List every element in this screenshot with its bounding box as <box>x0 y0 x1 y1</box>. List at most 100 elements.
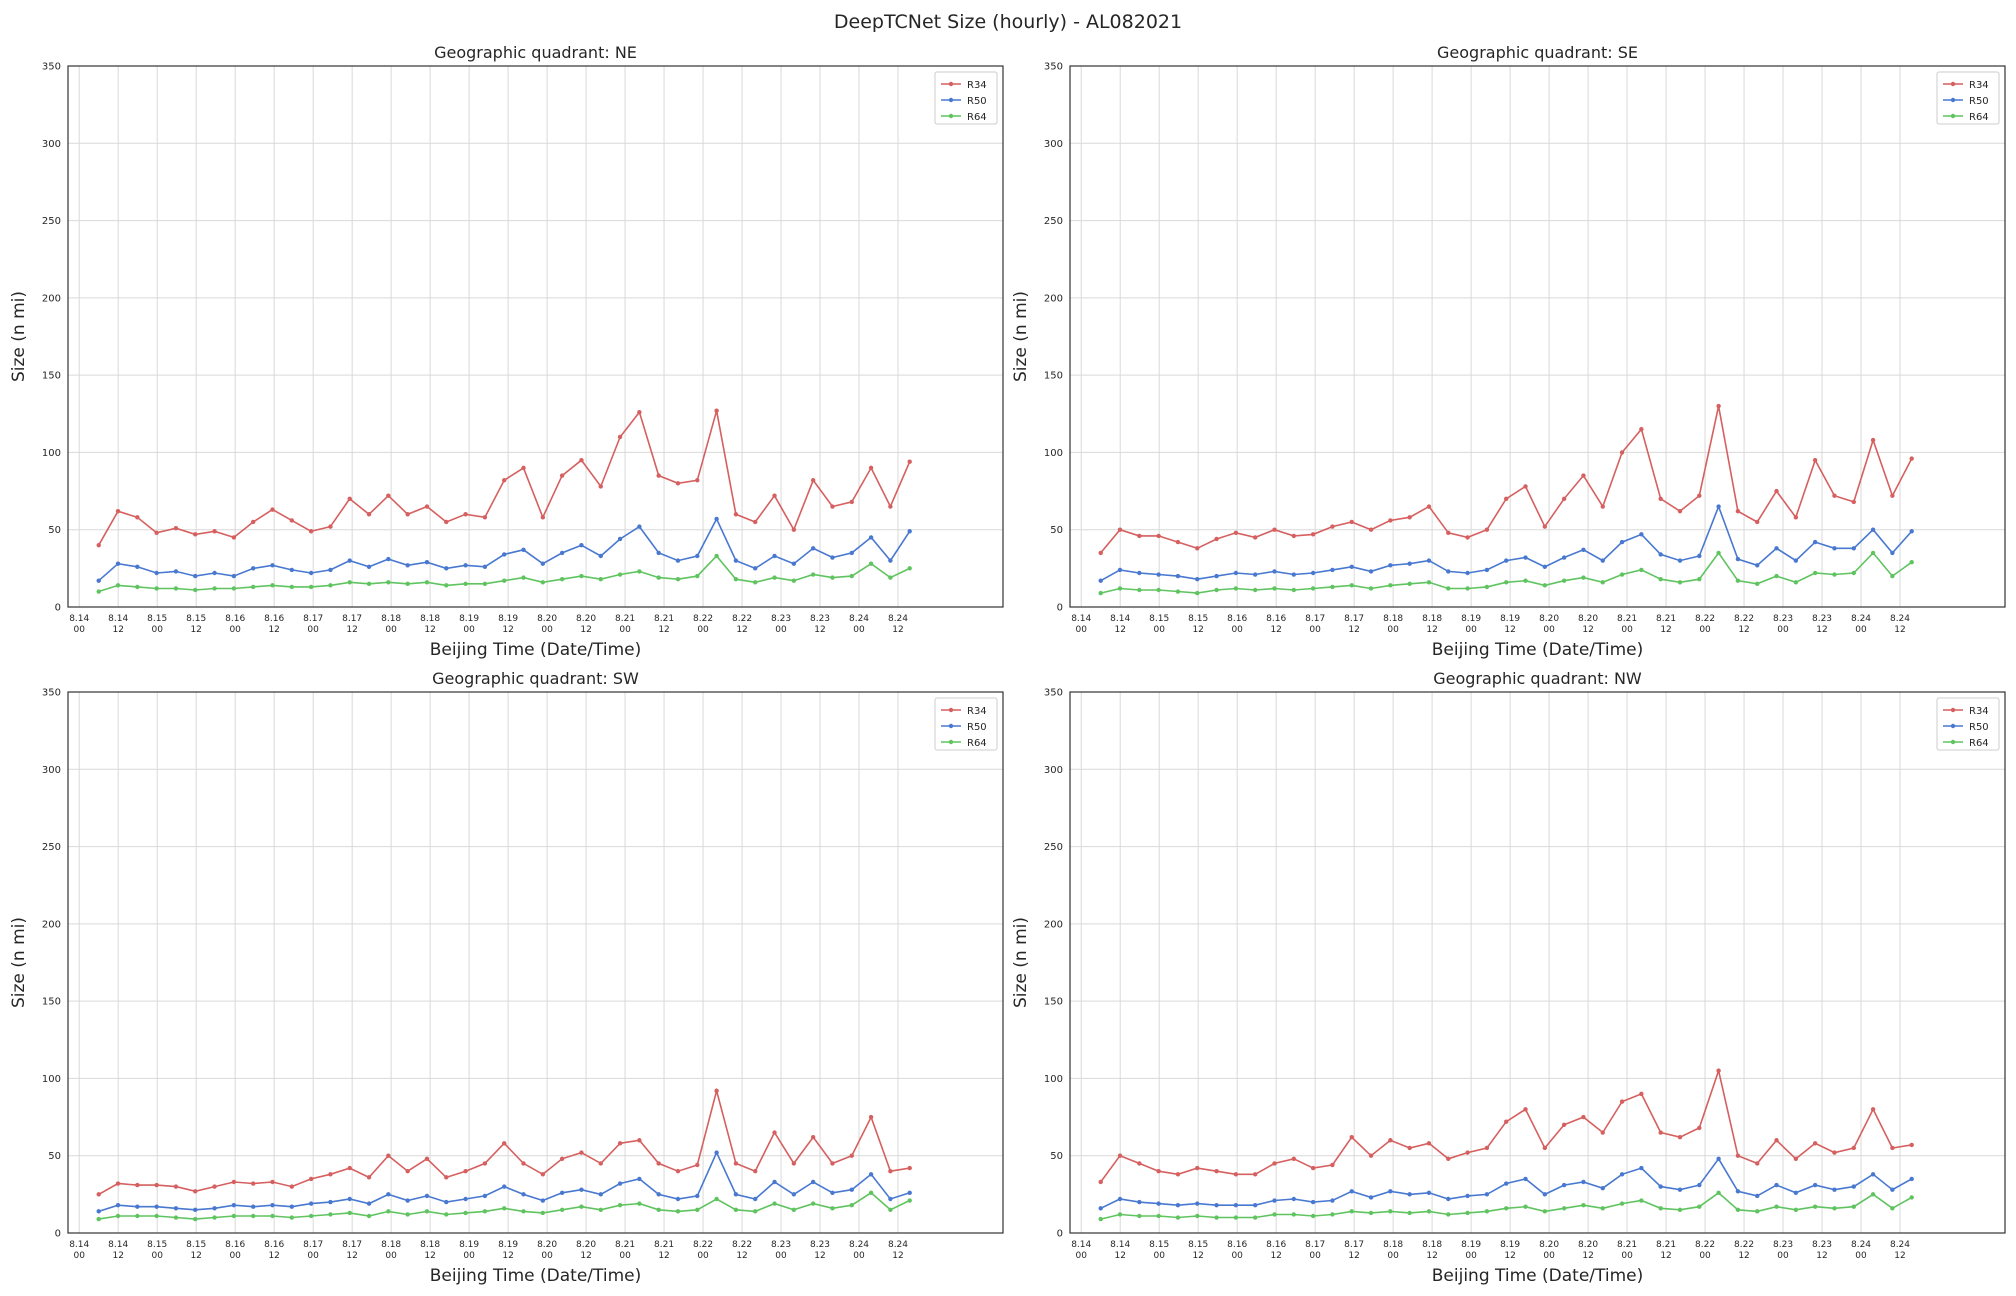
data-point <box>1156 1201 1161 1206</box>
data-point <box>308 584 314 590</box>
data-point <box>405 563 410 568</box>
data-point <box>424 1209 430 1214</box>
data-point <box>1137 587 1142 593</box>
x-tick-label-date: 8.16 <box>1266 614 1286 624</box>
data-point <box>1465 1150 1470 1155</box>
data-point <box>1658 576 1663 582</box>
y-axis-label: Size (n mi) <box>1011 291 1031 382</box>
data-point <box>1735 1153 1741 1158</box>
data-point <box>656 473 661 478</box>
data-point <box>675 1196 681 1202</box>
x-tick-label-date: 8.17 <box>1305 1240 1325 1250</box>
x-tick-label-date: 8.15 <box>147 614 167 624</box>
data-point <box>1890 1187 1895 1192</box>
subplot-title: Geographic quadrant: NE <box>434 43 637 62</box>
data-point <box>1446 1212 1451 1217</box>
data-point <box>463 1196 468 1202</box>
y-tick-label: 350 <box>42 62 61 73</box>
data-point <box>1465 1210 1470 1216</box>
data-point <box>1542 1209 1548 1214</box>
subplot-se: 0501001502002503003508.14008.14128.15008… <box>1011 43 2006 660</box>
data-point <box>675 576 681 582</box>
x-tick-label-hour: 00 <box>73 1251 85 1261</box>
x-tick-label-hour: 12 <box>892 625 903 635</box>
x-tick-label-date: 8.20 <box>537 1240 557 1250</box>
data-point <box>1619 450 1625 455</box>
data-point <box>1542 1192 1548 1197</box>
data-point <box>810 478 816 483</box>
data-point <box>714 1088 719 1093</box>
data-point <box>1426 1190 1432 1196</box>
x-tick-label-hour: 12 <box>502 1251 513 1261</box>
data-point <box>540 1198 546 1203</box>
data-point <box>753 566 758 571</box>
x-tick-label-date: 8.23 <box>1812 1240 1832 1250</box>
data-point <box>1407 515 1412 520</box>
data-point <box>791 578 797 583</box>
data-point <box>1581 1179 1586 1185</box>
x-tick-label-date: 8.22 <box>1695 614 1715 624</box>
data-point <box>637 524 642 529</box>
x-tick-label-hour: 00 <box>1777 625 1789 635</box>
data-point <box>1639 1165 1644 1171</box>
y-tick-label: 100 <box>42 1074 61 1085</box>
data-point <box>424 1193 430 1199</box>
data-point <box>733 576 739 582</box>
data-point <box>1504 1119 1509 1124</box>
data-point <box>1793 515 1799 520</box>
data-point <box>386 580 391 585</box>
data-point <box>308 1213 314 1219</box>
data-point <box>1909 456 1914 461</box>
x-tick-label-hour: 12 <box>502 625 513 635</box>
legend-label: R34 <box>1969 80 1989 91</box>
x-tick-label-date: 8.22 <box>732 614 752 624</box>
data-point <box>1523 1176 1528 1182</box>
data-point <box>1368 586 1374 591</box>
x-tick-label-hour: 12 <box>658 625 669 635</box>
x-tick-label-date: 8.17 <box>1305 614 1325 624</box>
x-tick-label-hour: 00 <box>229 1251 241 1261</box>
data-point <box>1214 1215 1219 1220</box>
data-point <box>1426 558 1432 563</box>
data-point <box>289 1215 295 1220</box>
data-point <box>1561 1182 1567 1188</box>
data-point <box>1252 535 1258 540</box>
y-tick-label: 100 <box>1044 1074 1063 1085</box>
data-point <box>1755 581 1760 587</box>
data-point <box>1561 1206 1567 1211</box>
data-point <box>173 1184 179 1189</box>
x-tick-label-date: 8.22 <box>693 614 713 624</box>
x-tick-label-hour: 12 <box>580 625 591 635</box>
x-tick-label-date: 8.18 <box>381 1240 401 1250</box>
x-tick-label-date: 8.15 <box>1188 1240 1208 1250</box>
data-point <box>1310 1199 1316 1205</box>
data-point <box>1716 1190 1721 1196</box>
data-point <box>115 1202 121 1208</box>
data-point <box>1890 550 1895 556</box>
data-point <box>579 1204 584 1209</box>
data-point <box>1291 1196 1297 1202</box>
data-point <box>1504 580 1509 585</box>
x-tick-label-hour: 12 <box>1426 625 1437 635</box>
data-point <box>617 536 623 542</box>
data-point <box>135 515 140 520</box>
data-point <box>1137 533 1142 539</box>
data-point <box>193 573 198 579</box>
data-point <box>1252 587 1258 593</box>
data-point <box>386 493 391 498</box>
x-axis-label: Beijing Time (Date/Time) <box>430 1266 642 1286</box>
data-point <box>1832 493 1837 498</box>
data-point <box>1195 576 1200 582</box>
data-point <box>1832 572 1837 577</box>
data-point <box>173 1215 179 1220</box>
data-point <box>1330 524 1335 529</box>
data-point <box>1252 1202 1258 1208</box>
data-point <box>521 547 526 553</box>
data-point <box>212 1206 217 1211</box>
data-point <box>212 570 217 576</box>
x-tick-label-hour: 00 <box>697 625 709 635</box>
x-tick-label-hour: 12 <box>1738 1251 1749 1261</box>
subplot-title: Geographic quadrant: SW <box>432 669 639 688</box>
x-axis-label: Beijing Time (Date/Time) <box>1432 640 1644 660</box>
data-point <box>579 1150 584 1155</box>
